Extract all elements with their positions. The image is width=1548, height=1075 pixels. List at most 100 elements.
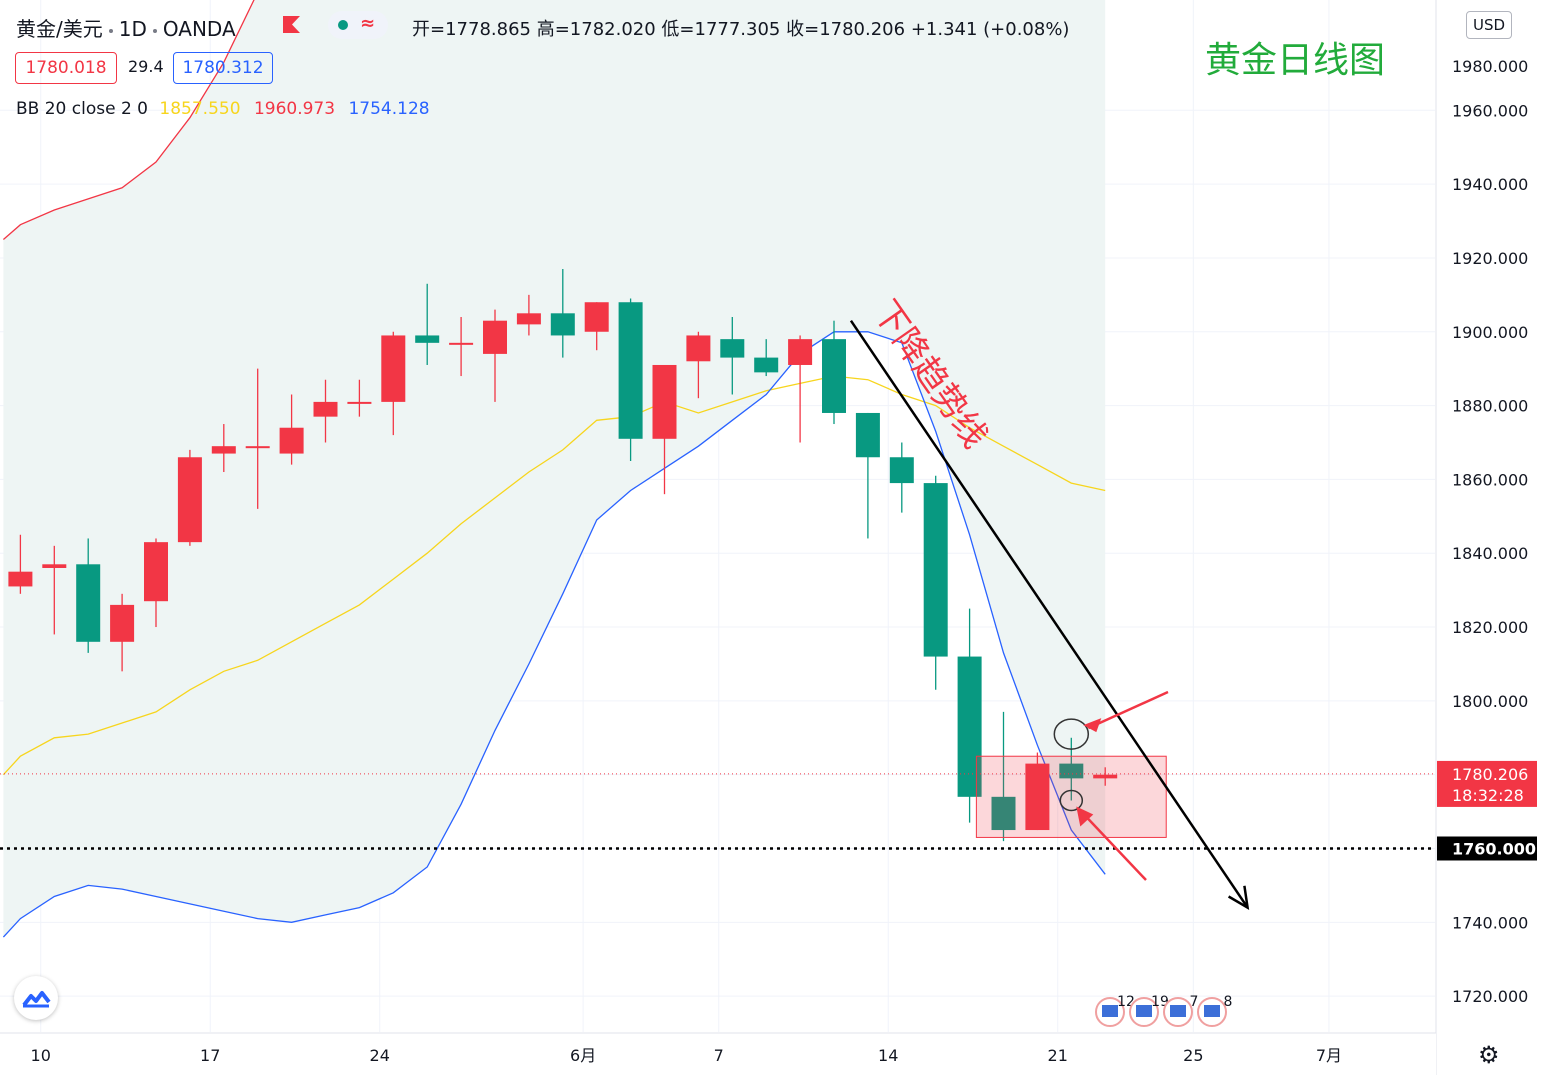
middle-band-line (2, 375, 1106, 776)
candle-body (211, 446, 236, 454)
red-arrow-lower-head (1076, 806, 1094, 827)
candle-body (483, 320, 507, 354)
buy-button[interactable]: 1780.312 (173, 52, 273, 84)
red-arrow-upper-head (1083, 718, 1102, 733)
gear-icon[interactable]: ⚙ (1478, 1041, 1500, 1069)
candle-body (1025, 763, 1050, 831)
candle-body (991, 796, 1016, 831)
price-tick-label: 1720.000 (1452, 987, 1528, 1006)
separator-dot (108, 28, 113, 33)
candle-body (754, 357, 779, 373)
support-price-tag (1437, 836, 1537, 861)
tradingview-logo-icon[interactable] (14, 976, 58, 1020)
price-tick-label: 1860.000 (1452, 470, 1528, 489)
bb-upper-value: 1960.973 (253, 99, 336, 119)
candle-body (381, 335, 406, 402)
countdown-label: 18:32:28 (1452, 786, 1524, 805)
candle-body (686, 335, 711, 362)
candle-body (788, 339, 813, 365)
bb-lower-value: 1754.128 (348, 99, 430, 119)
red-arrow-lower (1079, 809, 1147, 881)
bollinger-bands (2, 0, 1106, 938)
support-price-label: 1760.000 (1452, 840, 1536, 859)
upper-band-line (2, 0, 255, 240)
event-count: 8 (1224, 994, 1233, 1010)
interval-label: 1D (118, 17, 147, 41)
price-tick-label: 1740.000 (1452, 913, 1528, 932)
candle-body (720, 339, 745, 358)
candle-body (1093, 774, 1118, 779)
us-flag-icon (1204, 1005, 1220, 1017)
candle-body (550, 313, 575, 336)
time-tick-label: 21 (1048, 1046, 1068, 1065)
market-status-pill[interactable]: ≈ (328, 11, 388, 39)
candle-body (855, 412, 880, 458)
consolidation-box (975, 755, 1167, 838)
annotation-title: 黄金日线图 (1205, 40, 1386, 81)
wave-icon: ≈ (360, 13, 376, 34)
lower-wick-circle (1059, 789, 1084, 812)
candle-body (923, 483, 948, 657)
candle-body (110, 604, 135, 642)
time-tick-label: 17 (200, 1046, 220, 1065)
symbol-name: 黄金/美元 (16, 17, 103, 41)
candle-body (245, 446, 270, 449)
sell-button[interactable]: 1780.018 (15, 52, 117, 84)
candlestick-series (8, 269, 1118, 842)
event-count: 7 (1190, 994, 1199, 1010)
time-tick-label: 7 (714, 1046, 724, 1065)
candle-body (957, 656, 982, 797)
candle-body (144, 542, 168, 602)
candle-body (76, 564, 101, 642)
downtrend-line (849, 319, 1249, 909)
trendline-arrowhead (1227, 885, 1250, 910)
broker-label: OANDA (162, 17, 236, 41)
candle-body (313, 401, 338, 417)
time-tick-label: 7月 (1316, 1046, 1342, 1065)
candle-body (279, 427, 304, 454)
candle-body (177, 457, 202, 543)
candle-body (1059, 763, 1084, 779)
candle-body (449, 342, 474, 345)
candle-body (415, 335, 440, 343)
price-tick-label: 1900.000 (1452, 323, 1528, 342)
time-tick-label: 14 (878, 1046, 898, 1065)
candle-body (889, 457, 914, 484)
candle-body (584, 302, 609, 332)
us-flag-icon (1170, 1005, 1186, 1017)
separator-dot (152, 28, 157, 33)
candle-body (42, 564, 67, 568)
time-tick-label: 6月 (570, 1046, 596, 1065)
last-price-tag (1437, 760, 1537, 807)
candle-body (347, 401, 372, 404)
time-axis-bg (0, 1033, 1436, 1075)
bb-middle-value: 1857.550 (159, 99, 241, 119)
symbol-title[interactable]: 黄金/美元 1D OANDA (16, 13, 236, 42)
candle-body (618, 302, 643, 439)
band-fill (3, 0, 1106, 938)
candle-body (516, 313, 541, 325)
red-flag-icon[interactable] (283, 16, 300, 33)
price-tick-label: 1880.000 (1452, 397, 1528, 416)
price-tick-label: 1820.000 (1452, 618, 1528, 637)
change-value: +1.341 (+0.08%) (910, 19, 1070, 40)
candle-body (8, 571, 33, 587)
bollinger-legend[interactable]: BB 20 close 2 0 1857.550 1960.973 1754.1… (16, 99, 430, 119)
us-flag-icon (1102, 1005, 1118, 1017)
time-tick-label: 25 (1183, 1046, 1203, 1065)
price-tick-label: 1940.000 (1452, 175, 1528, 194)
price-tick-label: 1840.000 (1452, 544, 1528, 563)
upper-wick-circle (1053, 718, 1090, 750)
low-value: 低=1777.305 (661, 19, 781, 40)
price-tick-label: 1980.000 (1452, 57, 1528, 76)
price-tick-label: 1800.000 (1452, 692, 1528, 711)
us-flag-icon (1136, 1005, 1152, 1017)
price-axis-bg (1436, 0, 1548, 1075)
currency-button[interactable]: USD (1466, 11, 1512, 39)
last-price-label: 1780.206 (1452, 765, 1528, 784)
high-value: 高=1782.020 (536, 19, 656, 40)
indicator-name: BB 20 close 2 0 (16, 99, 148, 119)
candle-body (652, 364, 677, 439)
